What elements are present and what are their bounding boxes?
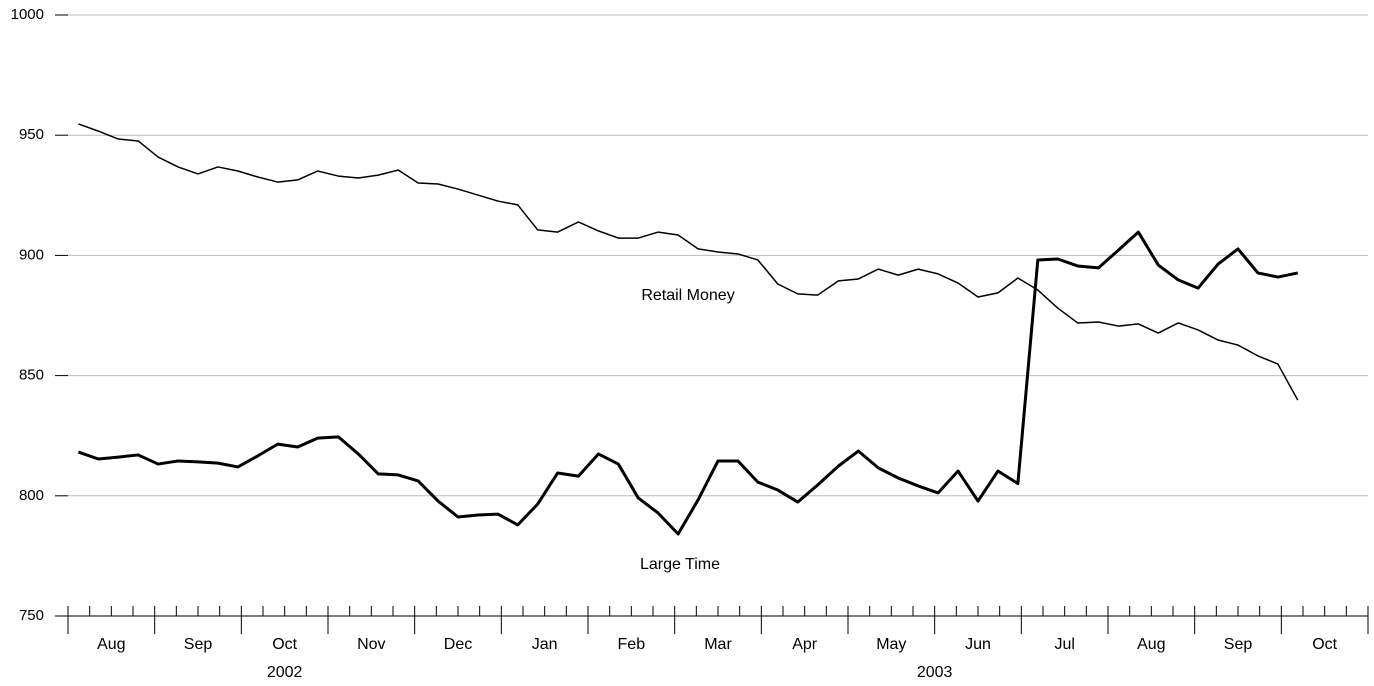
x-tick-label: Nov [357,636,385,653]
x-tick-label: Apr [792,636,818,653]
x-tick-label: Aug [97,636,125,653]
x-tick-label: May [876,636,906,653]
x-tick-label: Aug [1137,636,1165,653]
y-tick-label: 950 [19,126,44,143]
x-tick-label: Sep [1224,636,1253,653]
y-tick-label: 750 [19,607,44,624]
x-tick-label: Mar [704,636,732,653]
year-label: 2002 [267,664,303,681]
series-label: Large Time [640,556,720,573]
series-label: Retail Money [641,287,734,304]
series-line [78,123,1299,401]
x-tick-label: Jul [1054,636,1074,653]
x-tick-label: Oct [1312,636,1337,653]
y-tick-label: 1000 [11,6,44,23]
x-tick-label: Feb [618,636,646,653]
year-label: 2003 [917,664,953,681]
y-tick-label: 850 [19,367,44,384]
y-tick-label: 900 [19,246,44,263]
x-tick-label: Oct [272,636,297,653]
x-tick-label: Jan [532,636,558,653]
y-tick-label: 800 [19,487,44,504]
x-tick-label: Sep [184,636,213,653]
x-tick-label: Jun [965,636,991,653]
x-tick-label: Dec [444,636,472,653]
series-line [77,230,1299,536]
